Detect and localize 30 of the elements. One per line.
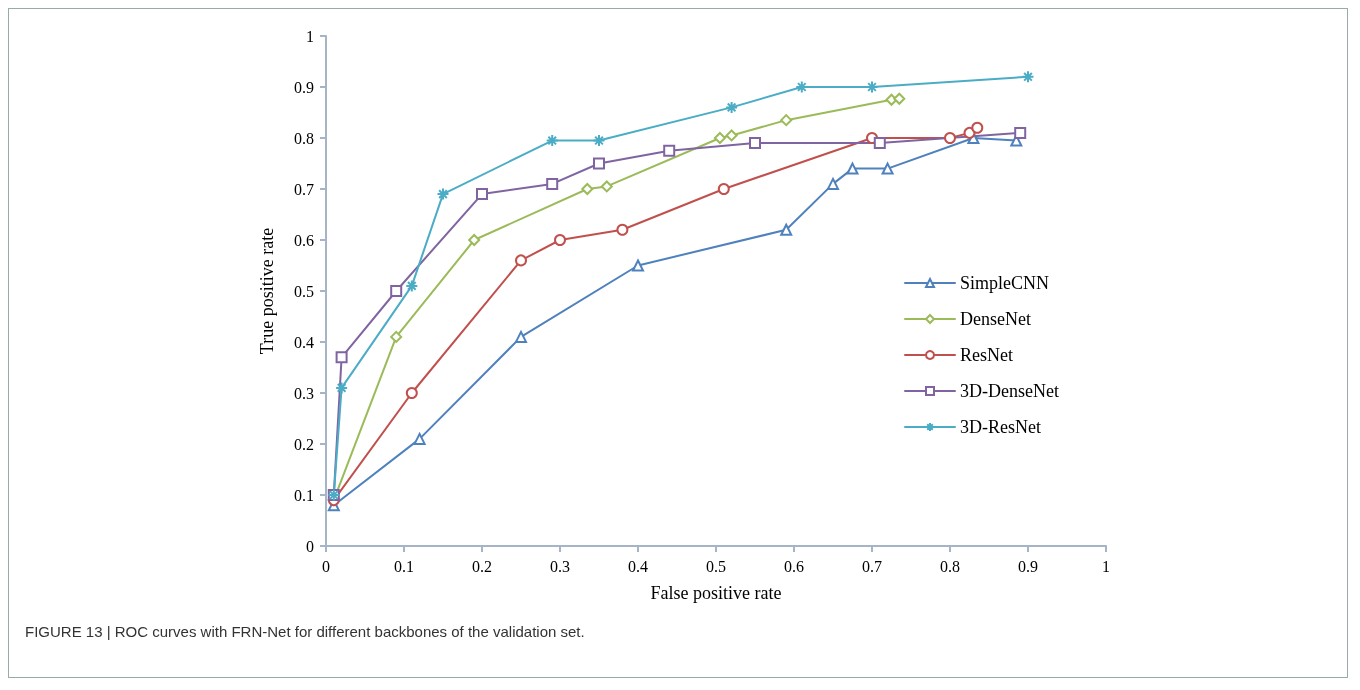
y-tick-label: 0.3 [294, 384, 314, 402]
y-tick-label: 1 [306, 27, 314, 45]
legend-label: SimpleCNN [960, 273, 1050, 293]
y-tick-label: 0 [306, 537, 314, 555]
x-tick-label: 0.7 [862, 557, 882, 575]
x-tick-label: 0.9 [1018, 557, 1038, 575]
y-tick-label: 0.6 [294, 231, 314, 249]
x-tick-label: 0 [322, 557, 330, 575]
y-tick-label: 0.9 [294, 78, 314, 96]
x-tick-label: 0.5 [706, 557, 726, 575]
y-tick-label: 0.5 [294, 282, 314, 300]
x-axis-title: False positive rate [650, 583, 782, 603]
y-axis-title: True positive rate [257, 227, 277, 355]
x-tick-label: 0.3 [550, 557, 570, 575]
y-tick-label: 0.4 [294, 333, 314, 351]
legend-label: ResNet [960, 345, 1013, 365]
x-tick-label: 1 [1102, 557, 1110, 575]
y-tick-label: 0.7 [294, 180, 314, 198]
legend-label: 3D-ResNet [960, 417, 1041, 437]
legend-label: 3D-DenseNet [960, 381, 1059, 401]
y-tick-label: 0.8 [294, 129, 314, 147]
x-tick-label: 0.2 [472, 557, 492, 575]
legend-label: DenseNet [960, 309, 1031, 329]
y-tick-label: 0.1 [294, 486, 314, 504]
caption: FIGURE 13 | ROC curves with FRN-Net for different backbones of the validation set. [24, 623, 586, 640]
y-tick-label: 0.2 [294, 435, 314, 453]
x-tick-label: 0.6 [784, 557, 804, 575]
x-tick-label: 0.4 [628, 557, 648, 575]
x-tick-label: 0.1 [394, 557, 414, 575]
x-tick-label: 0.8 [940, 557, 960, 575]
